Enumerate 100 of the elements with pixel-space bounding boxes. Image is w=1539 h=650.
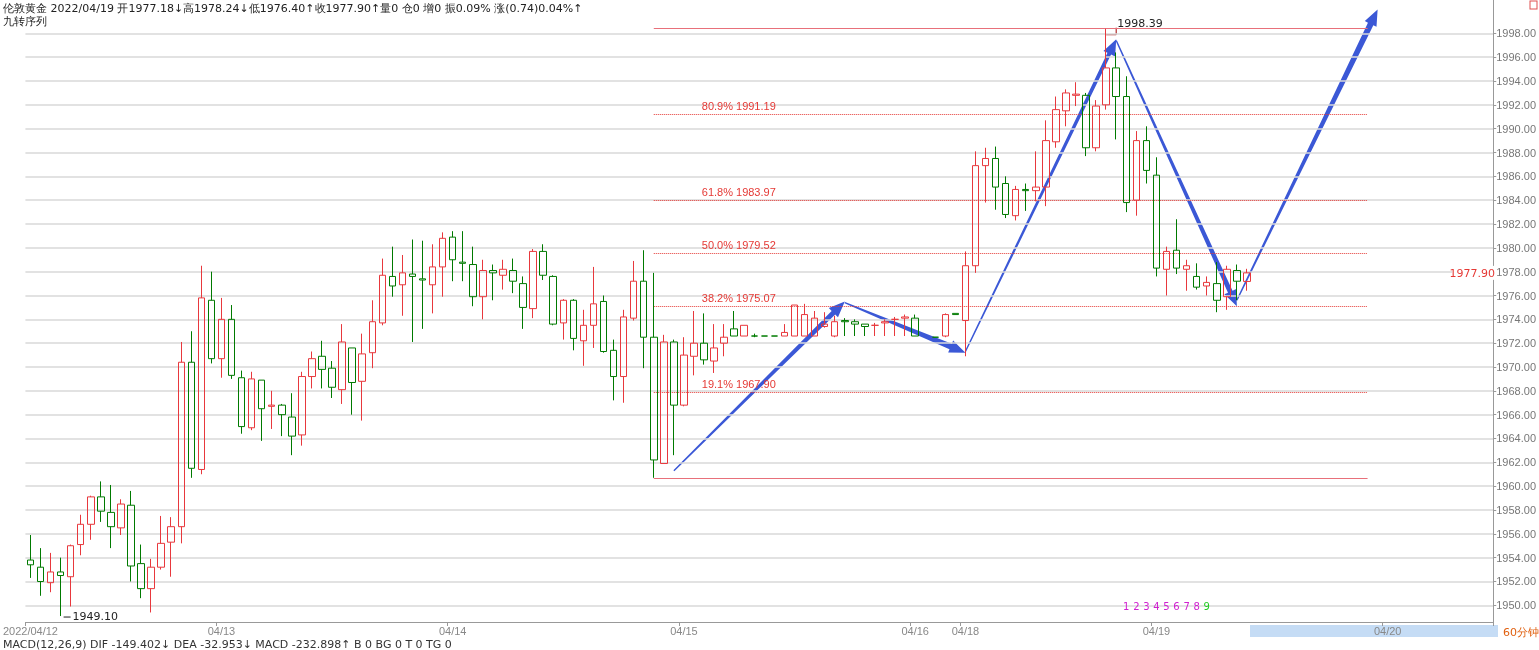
- y-tick-label: 1970.00: [1496, 361, 1536, 373]
- candlestick: [610, 339, 617, 401]
- candlestick: [167, 516, 175, 578]
- candlestick: [1072, 81, 1080, 107]
- candlestick: [87, 495, 95, 541]
- y-tick-label: 1986.00: [1496, 170, 1536, 183]
- candlestick: [519, 275, 527, 330]
- candlestick: [278, 403, 286, 437]
- candlestick: [861, 323, 869, 337]
- candlestick: [409, 239, 416, 343]
- y-tick-label: 1966.00: [1496, 408, 1536, 421]
- candlestick: [338, 323, 346, 405]
- x-tick-label: 04/13: [207, 624, 236, 637]
- candlestick: [851, 318, 859, 337]
- candlestick: [650, 272, 658, 479]
- y-tick-label: 1956.00: [1496, 527, 1536, 540]
- candlestick: [1112, 51, 1120, 140]
- y-tick-label: 1994.00: [1496, 75, 1536, 88]
- candlestick: [1082, 92, 1090, 157]
- y-tick-label: 1974.00: [1496, 313, 1536, 326]
- candlestick: [318, 340, 326, 389]
- candlestick: [379, 258, 386, 326]
- candlestick: [841, 317, 849, 337]
- candlestick: [1123, 75, 1130, 213]
- candlestick: [107, 484, 115, 549]
- candlestick: [781, 323, 788, 337]
- candlestick: [1102, 28, 1110, 111]
- x-tick-label: 04/18: [951, 624, 980, 637]
- candlestick: [1233, 264, 1241, 301]
- candlestick: [288, 392, 296, 456]
- candlestick: [117, 498, 125, 536]
- candlestick: [539, 243, 547, 281]
- candlestick: [952, 312, 959, 316]
- candlestick: [620, 309, 627, 404]
- text: 60分钟: [1503, 626, 1539, 639]
- candlestick: [248, 371, 255, 431]
- x-tick-label: 04/15: [670, 624, 698, 637]
- candlestick: [1243, 268, 1251, 292]
- candlestick: [600, 295, 607, 354]
- candlestick: [198, 265, 205, 475]
- candlestick: [258, 379, 265, 442]
- candlestick: [740, 324, 748, 337]
- candlestick: [811, 310, 818, 337]
- candlestick: [720, 323, 728, 357]
- candlestick: [1183, 259, 1190, 292]
- candlestick: [560, 298, 567, 341]
- candlestick: [67, 544, 74, 608]
- candlestick: [911, 314, 919, 337]
- candlestick: [499, 259, 507, 291]
- y-tick-label: 1992.00: [1496, 98, 1536, 111]
- candlestick: [218, 297, 225, 379]
- candlestick: [37, 547, 44, 597]
- candlestick: [469, 246, 477, 307]
- candlestick: [821, 311, 828, 329]
- candlestick: [1203, 275, 1210, 297]
- candlestick: [328, 360, 336, 399]
- candlestick: [389, 246, 396, 298]
- y-tick-label: 1964.00: [1496, 432, 1536, 445]
- candlestick: [57, 557, 64, 617]
- y-tick-label: 1978.00: [1496, 265, 1536, 278]
- candlestick: [348, 347, 356, 416]
- candlestick: [580, 309, 587, 367]
- annotation: 1998.39: [1117, 16, 1163, 30]
- candlestick: [730, 310, 738, 337]
- y-tick-label: 1990.00: [1496, 122, 1536, 135]
- candlestick: [690, 310, 698, 376]
- candlestick: [399, 254, 406, 317]
- candlestick: [871, 322, 879, 337]
- candlestick: [429, 243, 436, 314]
- candlestick: [630, 260, 637, 322]
- candlestick: [640, 249, 647, 369]
- candlestick: [1022, 183, 1029, 212]
- y-tick-label: 1976.00: [1496, 289, 1536, 302]
- candlestick: [1143, 125, 1150, 184]
- candlestick: [942, 312, 949, 338]
- candlestick: [590, 266, 597, 349]
- candlestick: [147, 558, 155, 613]
- text: MACD(12,26,9) DIF -149.402↓ DEA -32.953↓ MACD -232.898↑ B 0 BG 0 T 0 TG 0: [3, 638, 452, 650]
- candlestick: [439, 231, 446, 298]
- candlestick: [901, 314, 909, 337]
- candlestick: [298, 371, 306, 447]
- y-tick-label: 1968.00: [1496, 384, 1536, 397]
- candlestick: [1002, 175, 1009, 219]
- ref-line-label: 80.9% 1991.19: [701, 100, 776, 113]
- ref-line-label: 61.8% 1983.97: [701, 186, 776, 199]
- candlestick: [881, 318, 889, 337]
- candlestick: [992, 146, 999, 211]
- candlestick: [369, 299, 376, 369]
- candlestick: [891, 316, 899, 337]
- text: 1 2 3 4 5 6 7 8 9: [1123, 601, 1210, 612]
- candlestick: [529, 248, 537, 319]
- candlestick: [127, 490, 135, 582]
- annotation: 1977.90: [1449, 266, 1495, 280]
- candlestick: [1193, 262, 1200, 291]
- candlestick: [479, 259, 487, 320]
- chart-title: 伦敦黄金 2022/04/19 开1977.18↓高1978.24↓低1976.40↑收1977.90↑量0 仓0 增0 振0.09% 涨(0.74)0.04%↑: [3, 2, 583, 15]
- y-tick-label: 1972.00: [1496, 337, 1536, 350]
- candlestick: [238, 370, 245, 435]
- candlestick: [228, 304, 235, 380]
- candlestick: [178, 341, 185, 544]
